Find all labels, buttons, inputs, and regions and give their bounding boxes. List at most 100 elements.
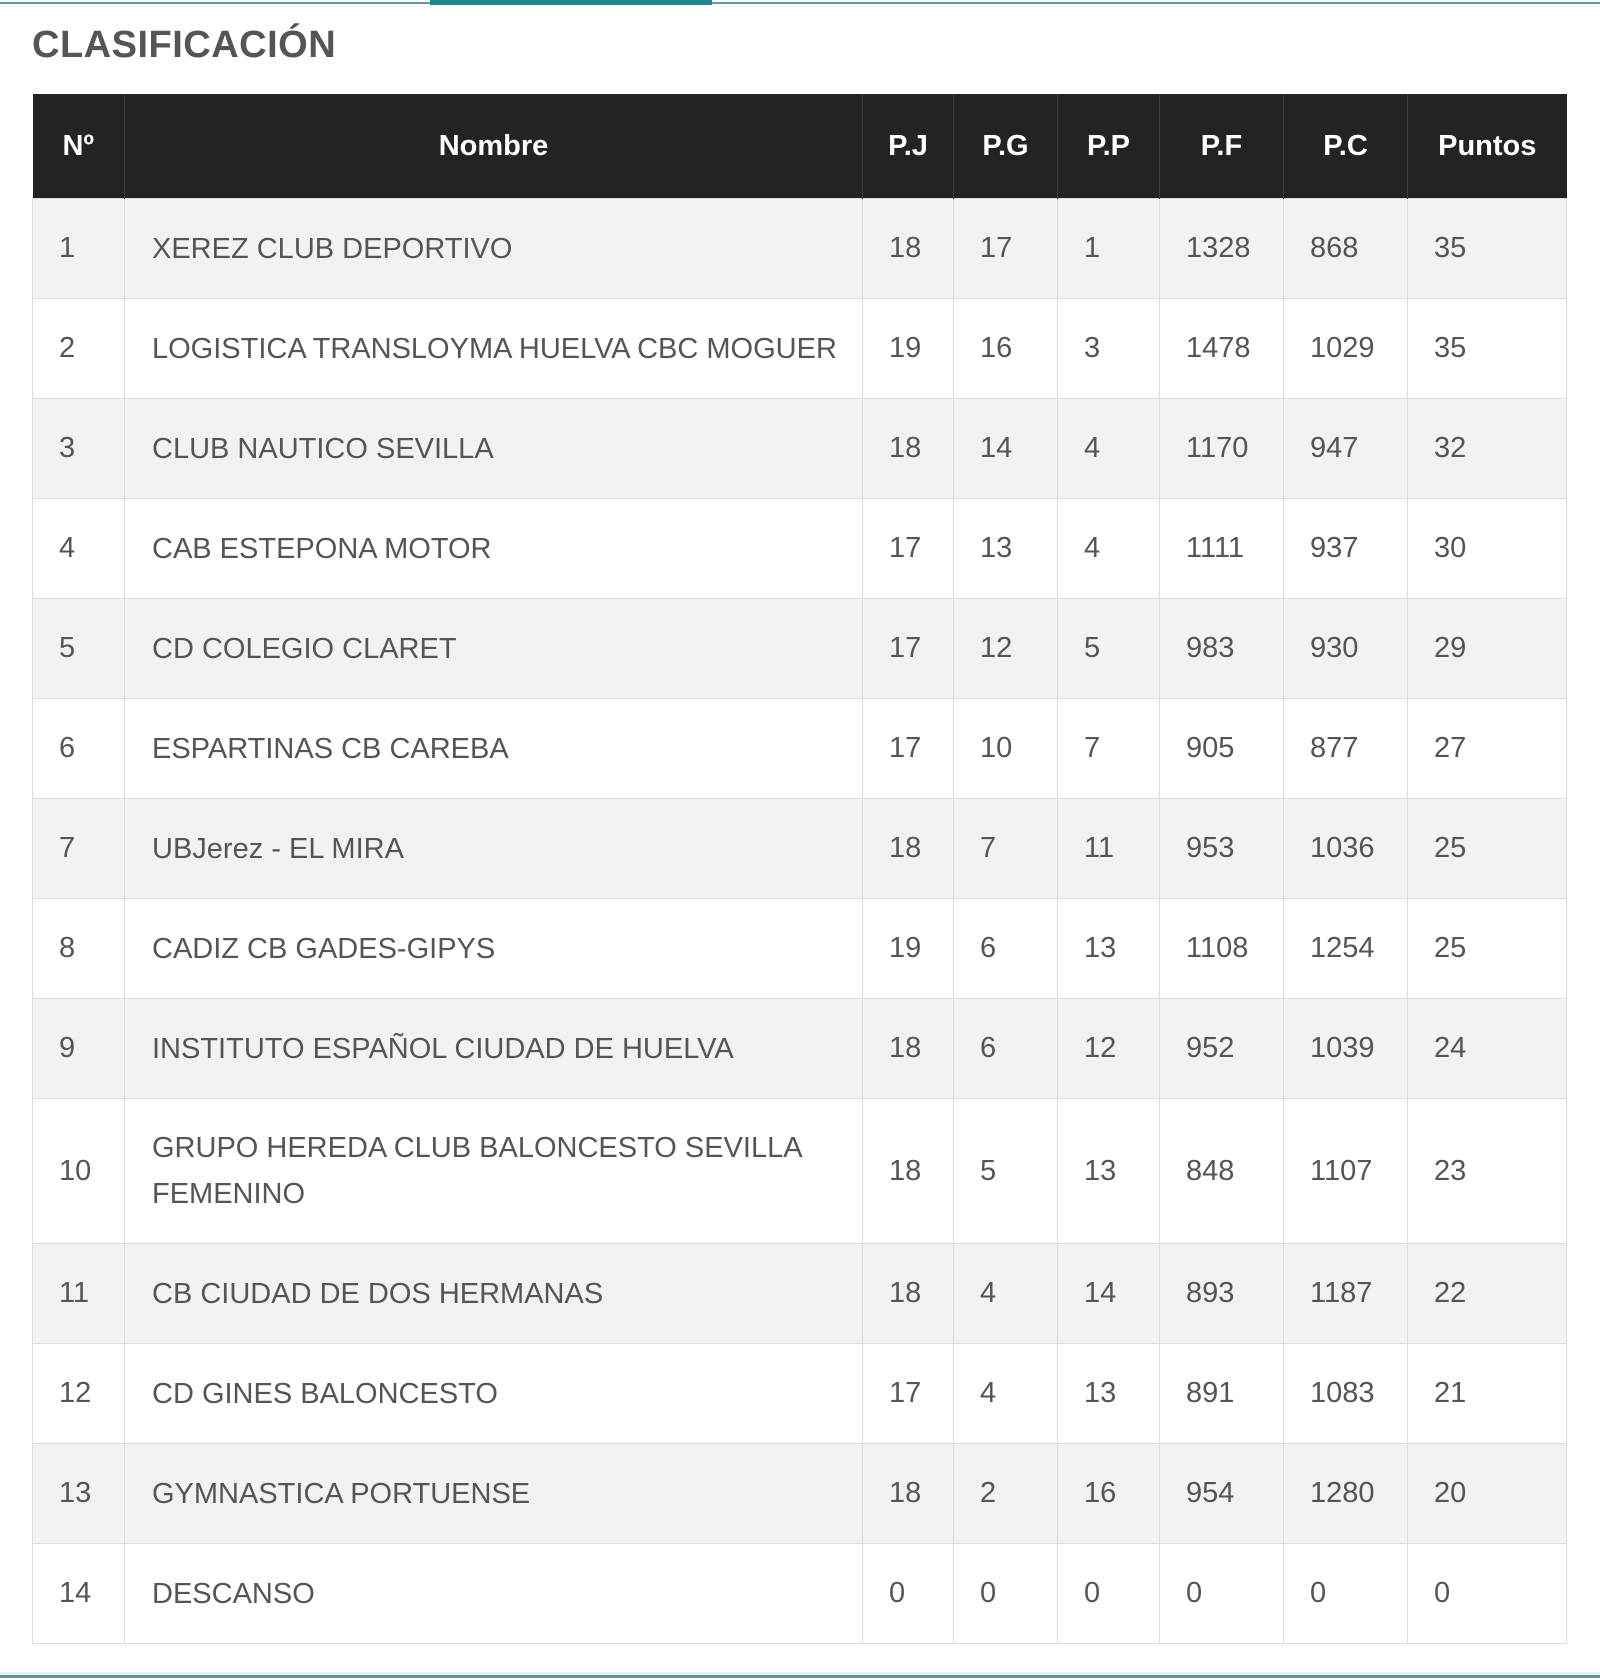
cell-team-name: CADIZ CB GADES-GIPYS xyxy=(124,898,863,999)
cell-played: 17 xyxy=(862,698,954,799)
cell-position: 12 xyxy=(32,1343,125,1444)
col-header-pc: P.C xyxy=(1283,94,1408,199)
cell-lost: 16 xyxy=(1057,1443,1160,1544)
cell-position: 9 xyxy=(32,998,125,1099)
table-header-row: Nº Nombre P.J P.G P.P P.F P.C Puntos xyxy=(32,94,1567,199)
cell-points-against: 1187 xyxy=(1283,1243,1408,1344)
cell-total-points: 22 xyxy=(1407,1243,1567,1344)
cell-lost: 13 xyxy=(1057,898,1160,999)
cell-played: 18 xyxy=(862,798,954,899)
table-row: 3 CLUB NAUTICO SEVILLA 18 14 4 1170 947 32 xyxy=(32,398,1567,499)
bottom-divider xyxy=(0,1675,1600,1678)
cell-points-for: 905 xyxy=(1159,698,1284,799)
cell-lost: 0 xyxy=(1057,1543,1160,1644)
cell-team-name: CAB ESTEPONA MOTOR xyxy=(124,498,863,599)
cell-points-for: 1478 xyxy=(1159,298,1284,399)
cell-played: 18 xyxy=(862,1243,954,1344)
cell-played: 0 xyxy=(862,1543,954,1644)
cell-total-points: 25 xyxy=(1407,898,1567,999)
cell-position: 8 xyxy=(32,898,125,999)
table-row: 1 XEREZ CLUB DEPORTIVO 18 17 1 1328 868 35 xyxy=(32,198,1567,299)
cell-lost: 4 xyxy=(1057,398,1160,499)
cell-points-against: 937 xyxy=(1283,498,1408,599)
cell-won: 16 xyxy=(953,298,1058,399)
cell-lost: 13 xyxy=(1057,1343,1160,1444)
col-header-pf: P.F xyxy=(1159,94,1284,199)
table-row: 8 CADIZ CB GADES-GIPYS 19 6 13 1108 1254 25 xyxy=(32,898,1567,999)
col-header-pg: P.G xyxy=(953,94,1058,199)
cell-total-points: 0 xyxy=(1407,1543,1567,1644)
cell-played: 17 xyxy=(862,498,954,599)
cell-team-name: DESCANSO xyxy=(124,1543,863,1644)
cell-won: 6 xyxy=(953,998,1058,1099)
active-tab-indicator xyxy=(430,0,712,5)
cell-won: 7 xyxy=(953,798,1058,899)
cell-position: 3 xyxy=(32,398,125,499)
cell-team-name: ESPARTINAS CB CAREBA xyxy=(124,698,863,799)
cell-total-points: 30 xyxy=(1407,498,1567,599)
cell-points-for: 0 xyxy=(1159,1543,1284,1644)
cell-points-against: 0 xyxy=(1283,1543,1408,1644)
cell-points-for: 893 xyxy=(1159,1243,1284,1344)
cell-team-name: GRUPO HEREDA CLUB BALONCESTO SEVILLA FEM… xyxy=(124,1098,863,1244)
cell-lost: 12 xyxy=(1057,998,1160,1099)
col-header-pj: P.J xyxy=(862,94,954,199)
cell-played: 17 xyxy=(862,1343,954,1444)
cell-points-for: 891 xyxy=(1159,1343,1284,1444)
cell-points-for: 983 xyxy=(1159,598,1284,699)
cell-team-name: CLUB NAUTICO SEVILLA xyxy=(124,398,863,499)
cell-played: 18 xyxy=(862,198,954,299)
cell-won: 6 xyxy=(953,898,1058,999)
cell-lost: 4 xyxy=(1057,498,1160,599)
cell-played: 18 xyxy=(862,398,954,499)
cell-position: 5 xyxy=(32,598,125,699)
cell-points-against: 1039 xyxy=(1283,998,1408,1099)
cell-played: 18 xyxy=(862,998,954,1099)
cell-points-for: 954 xyxy=(1159,1443,1284,1544)
col-header-no: Nº xyxy=(32,94,125,199)
page-title: CLASIFICACIÓN xyxy=(32,24,337,66)
cell-team-name: UBJerez - EL MIRA xyxy=(124,798,863,899)
cell-played: 19 xyxy=(862,298,954,399)
cell-points-for: 953 xyxy=(1159,798,1284,899)
table-row: 4 CAB ESTEPONA MOTOR 17 13 4 1111 937 30 xyxy=(32,498,1567,599)
cell-total-points: 27 xyxy=(1407,698,1567,799)
cell-played: 18 xyxy=(862,1098,954,1244)
cell-won: 14 xyxy=(953,398,1058,499)
table-row: 13 GYMNASTICA PORTUENSE 18 2 16 954 1280 20 xyxy=(32,1443,1567,1544)
cell-points-against: 1107 xyxy=(1283,1098,1408,1244)
cell-total-points: 24 xyxy=(1407,998,1567,1099)
cell-won: 0 xyxy=(953,1543,1058,1644)
table-row: 5 CD COLEGIO CLARET 17 12 5 983 930 29 xyxy=(32,598,1567,699)
cell-lost: 13 xyxy=(1057,1098,1160,1244)
col-header-name: Nombre xyxy=(124,94,863,199)
cell-points-against: 947 xyxy=(1283,398,1408,499)
cell-position: 7 xyxy=(32,798,125,899)
cell-won: 4 xyxy=(953,1243,1058,1344)
col-header-points: Puntos xyxy=(1407,94,1567,199)
cell-lost: 7 xyxy=(1057,698,1160,799)
cell-total-points: 21 xyxy=(1407,1343,1567,1444)
standings-table: Nº Nombre P.J P.G P.P P.F P.C Puntos 1 XE… xyxy=(32,94,1567,1644)
cell-lost: 1 xyxy=(1057,198,1160,299)
table-row: 2 LOGISTICA TRANSLOYMA HUELVA CBC MOGUER 1… xyxy=(32,298,1567,399)
cell-won: 12 xyxy=(953,598,1058,699)
table-row: 6 ESPARTINAS CB CAREBA 17 10 7 905 877 27 xyxy=(32,698,1567,799)
table-row: 11 CB CIUDAD DE DOS HERMANAS 18 4 14 893 1187 2… xyxy=(32,1243,1567,1344)
cell-points-against: 1083 xyxy=(1283,1343,1408,1444)
table-row: 7 UBJerez - EL MIRA 18 7 11 953 1036 25 xyxy=(32,798,1567,899)
cell-points-against: 930 xyxy=(1283,598,1408,699)
cell-total-points: 20 xyxy=(1407,1443,1567,1544)
table-row: 10 GRUPO HEREDA CLUB BALONCESTO SEVILLA F… xyxy=(32,1098,1567,1244)
cell-total-points: 25 xyxy=(1407,798,1567,899)
cell-points-for: 952 xyxy=(1159,998,1284,1099)
bottom-divider-glow xyxy=(0,1672,1600,1675)
cell-total-points: 35 xyxy=(1407,298,1567,399)
cell-points-against: 868 xyxy=(1283,198,1408,299)
cell-won: 5 xyxy=(953,1098,1058,1244)
cell-position: 4 xyxy=(32,498,125,599)
top-divider xyxy=(0,2,1600,4)
cell-won: 4 xyxy=(953,1343,1058,1444)
cell-points-for: 1108 xyxy=(1159,898,1284,999)
cell-position: 2 xyxy=(32,298,125,399)
